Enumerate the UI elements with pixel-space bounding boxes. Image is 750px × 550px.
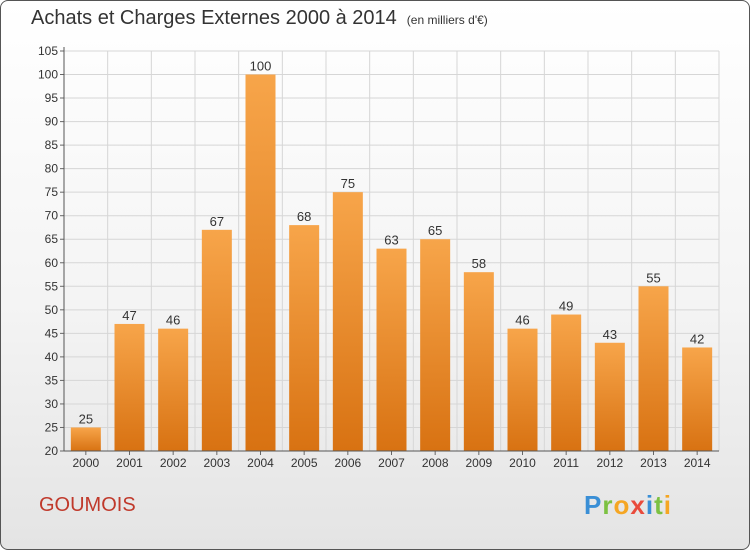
data-label-2014: 42 <box>690 331 704 346</box>
bar-2013 <box>638 286 669 451</box>
x-tick-label: 2004 <box>247 456 274 470</box>
y-tick-label: 25 <box>45 420 59 434</box>
logo-letter: t <box>654 490 664 520</box>
logo-letter: i <box>663 490 672 520</box>
data-label-2005: 68 <box>297 209 311 224</box>
y-tick-label: 80 <box>45 162 59 176</box>
y-tick-label: 85 <box>45 138 59 152</box>
x-tick-label: 2012 <box>596 456 623 470</box>
x-tick-label: 2000 <box>72 456 99 470</box>
data-label-2013: 55 <box>646 270 660 285</box>
y-tick-label: 40 <box>45 350 59 364</box>
y-tick-label: 35 <box>45 373 59 387</box>
x-tick-label: 2003 <box>203 456 230 470</box>
logo-letter: x <box>630 490 646 520</box>
y-tick-label: 60 <box>45 256 59 270</box>
logo-letter: r <box>602 490 614 520</box>
x-tick-label: 2001 <box>116 456 143 470</box>
bar-2000 <box>70 427 101 451</box>
data-label-2000: 25 <box>79 411 93 426</box>
data-label-2002: 46 <box>166 313 180 328</box>
bar-2003 <box>201 229 232 451</box>
logo-letter: P <box>584 490 603 520</box>
bar-2014 <box>682 347 713 451</box>
y-tick-label: 30 <box>45 397 59 411</box>
commune-name: GOUMOIS <box>39 494 136 516</box>
bar-2001 <box>114 323 145 451</box>
y-tick-label: 100 <box>38 68 58 82</box>
bar-2006 <box>332 192 363 452</box>
y-tick-label: 70 <box>45 209 59 223</box>
data-label-2008: 65 <box>428 223 442 238</box>
y-tick-label: 20 <box>45 444 59 458</box>
y-tick-label: 50 <box>45 303 59 317</box>
y-tick-label: 95 <box>45 91 59 105</box>
data-label-2003: 67 <box>210 214 224 229</box>
x-tick-label: 2007 <box>378 456 405 470</box>
y-tick-label: 55 <box>45 279 59 293</box>
chart-title: Achats et Charges Externes 2000 à 2014 (e… <box>31 7 488 30</box>
y-tick-label: 45 <box>45 326 59 340</box>
data-label-2012: 43 <box>603 327 617 342</box>
x-tick-label: 2009 <box>465 456 492 470</box>
bar-2007 <box>376 248 407 451</box>
bar-2009 <box>463 272 494 451</box>
axes: 20 25 30 35 40 45 50 55 60 65 70 75 80 85 90 95 100 105 20… <box>38 44 719 470</box>
x-tick-label: 2013 <box>640 456 667 470</box>
logo-letter: i <box>645 490 655 520</box>
bar-2004 <box>245 74 276 451</box>
bar-2012 <box>594 342 625 451</box>
data-label-2004: 100 <box>250 59 272 74</box>
logo-letter: o <box>613 490 631 520</box>
data-label-2009: 58 <box>472 256 486 271</box>
chart-title-text: Achats et Charges Externes 2000 à 2014 <box>31 7 397 29</box>
y-tick-label: 75 <box>45 185 59 199</box>
x-tick-label: 2011 <box>553 456 579 470</box>
bars: 25 47 46 67 100 68 75 63 65 58 46 49 43 55 42 <box>70 59 713 452</box>
y-tick-label: 90 <box>45 115 59 129</box>
data-label-2010: 46 <box>515 313 529 328</box>
bar-2008 <box>420 239 451 451</box>
y-tick-label: 65 <box>45 232 59 246</box>
bar-2002 <box>158 328 189 451</box>
proxiti-logo: Proxiti <box>584 490 672 521</box>
data-label-2011: 49 <box>559 299 573 314</box>
data-label-2001: 47 <box>122 308 136 323</box>
chart-unit: (en milliers d'€) <box>406 13 488 27</box>
bar-2010 <box>507 328 538 451</box>
x-tick-label: 2010 <box>509 456 536 470</box>
x-tick-label: 2005 <box>291 456 318 470</box>
x-tick-label: 2002 <box>160 456 187 470</box>
data-label-2006: 75 <box>341 176 355 191</box>
bar-2011 <box>551 314 582 451</box>
bar-2005 <box>289 225 320 451</box>
data-label-2007: 63 <box>384 233 398 248</box>
x-tick-label: 2006 <box>334 456 361 470</box>
x-tick-label: 2008 <box>422 456 449 470</box>
y-tick-label: 105 <box>38 44 58 58</box>
x-tick-label: 2014 <box>684 456 711 470</box>
